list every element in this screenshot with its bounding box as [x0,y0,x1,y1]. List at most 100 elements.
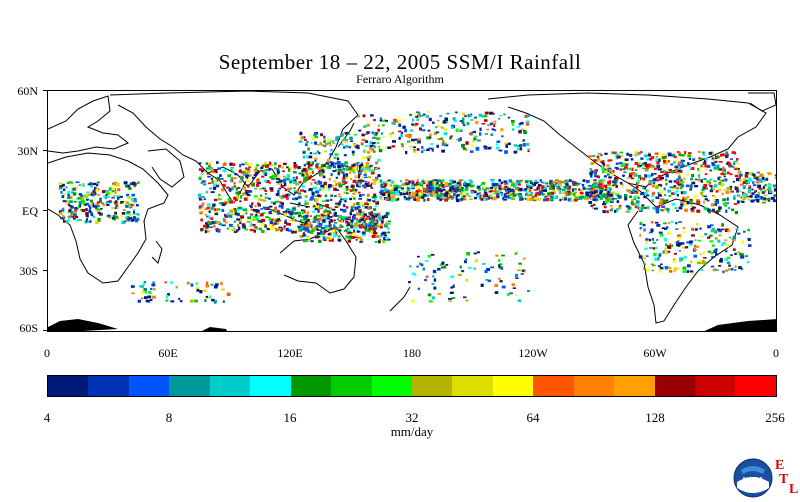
rain-pixel [655,208,659,212]
rain-pixel [748,185,751,188]
rain-pixel [336,157,340,161]
rain-pixel [189,299,194,303]
rain-pixel [338,229,342,232]
rain-pixel [311,170,314,174]
rain-pixel [258,220,262,223]
rain-pixel [634,151,638,155]
rain-pixel [332,142,336,145]
rain-pixel [494,291,499,294]
rain-pixel [592,203,596,206]
rain-pixel [433,180,437,183]
rain-pixel [79,204,82,208]
rain-pixel [367,224,370,227]
rain-pixel [762,200,766,203]
rain-pixel [609,191,612,194]
rain-pixel [370,225,374,228]
rain-pixel [710,224,714,227]
rain-pixel [444,144,449,147]
rain-pixel [65,201,69,204]
rain-pixel [234,212,238,216]
rain-pixel [244,228,249,231]
rain-pixel [268,205,273,208]
antarctica-landmass-east [704,319,776,331]
rain-pixel [431,187,434,191]
rain-pixel [486,187,489,190]
rain-pixel [671,192,675,195]
rain-pixel [526,186,531,188]
rain-pixel [579,196,583,200]
rain-pixel [288,187,293,191]
rain-pixel [579,189,583,192]
rain-pixel [80,197,83,201]
rain-pixel [73,209,78,213]
rain-pixel [518,122,522,126]
rain-pixel [616,155,621,159]
rain-pixel [588,201,593,204]
rain-pixel [474,135,478,138]
rain-pixel [219,174,222,177]
rain-pixel [350,219,354,223]
rain-pixel [456,138,461,141]
rain-pixel [345,220,349,224]
rain-pixel [583,196,587,200]
rain-pixel [361,211,365,214]
rain-pixel [648,163,652,166]
rain-pixel [226,186,230,189]
rain-pixel [616,168,619,170]
rain-pixel [464,185,468,188]
rain-pixel [586,193,589,196]
rain-pixel [594,171,597,174]
rain-pixel [372,132,376,136]
rain-pixel [715,199,719,202]
rain-pixel [179,300,183,303]
rain-pixel [116,196,120,200]
rain-pixel [763,178,766,182]
rain-pixel [499,280,503,283]
rain-pixel [235,191,240,195]
rain-pixel [341,209,346,212]
rain-pixel [735,228,739,231]
rain-pixel [495,190,500,194]
rain-pixel [341,217,345,220]
rain-pixel [390,198,395,202]
rain-pixel [310,182,313,186]
rain-pixel [439,115,442,118]
rain-pixel [440,189,444,192]
rain-pixel [144,289,147,292]
rain-pixel [739,183,744,186]
rain-pixel [646,194,650,197]
rain-pixel [338,193,341,196]
rain-pixel [723,153,726,157]
rain-pixel [515,251,518,255]
colorbar-swatch [250,376,291,396]
rain-pixel [231,186,235,190]
rain-pixel [667,152,672,155]
rain-pixel [436,119,440,122]
rain-pixel [215,283,219,287]
rain-pixel [307,165,311,169]
rain-pixel [517,269,521,272]
rain-pixel [253,195,258,198]
rain-pixel [276,173,279,177]
rain-pixel [211,220,215,225]
rain-pixel [734,210,738,215]
rain-pixel [773,188,776,192]
rain-pixel [375,161,378,165]
rain-pixel [126,218,129,221]
rain-pixel [212,170,215,174]
rain-pixel [293,191,298,194]
rain-pixel [311,228,315,232]
rain-pixel [487,279,492,283]
rain-pixel [595,207,599,210]
rain-pixel [142,282,146,285]
rain-pixel [212,186,217,190]
rain-pixel [559,198,562,202]
rain-pixel [442,189,446,191]
chart-subtitle: Ferraro Algorithm [356,72,444,86]
rain-pixel [697,151,701,153]
rain-pixel [358,210,361,213]
rain-pixel [295,228,299,233]
rain-pixel [58,182,63,185]
rain-pixel [656,223,661,227]
rain-pixel [633,175,637,177]
